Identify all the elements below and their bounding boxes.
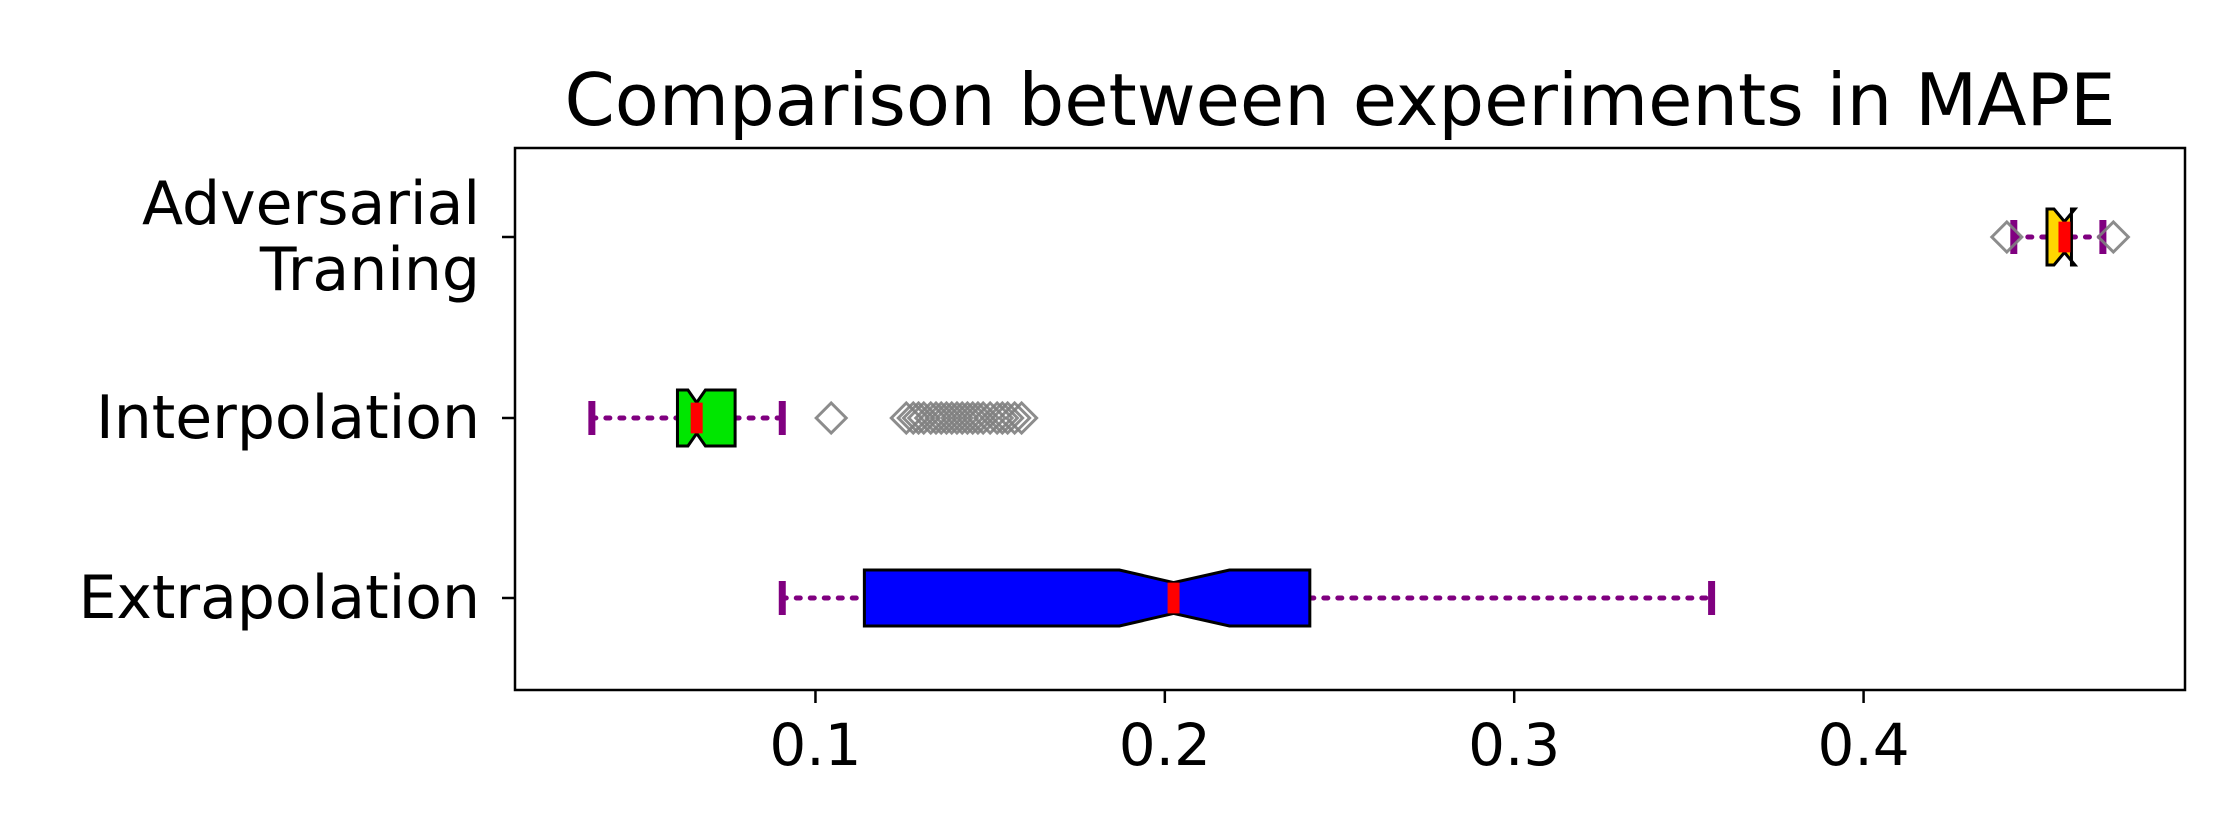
x-tick-label: 0.1 [769, 711, 861, 779]
outlier-point [990, 400, 1025, 436]
axes-frame [513, 146, 2187, 692]
box-body [675, 388, 737, 448]
y-tick-label-line: Adversarial [142, 169, 480, 239]
outlier-point [985, 400, 1020, 436]
y-tick-label-line: Interpolation [96, 383, 480, 453]
outlier-point [1004, 400, 1039, 436]
outlier-point [997, 400, 1032, 436]
outlier-point [980, 400, 1015, 436]
y-tick-label-line: Extrapolation [78, 563, 480, 633]
x-tick-label: 0.4 [1817, 711, 1909, 779]
y-tick-label: Extrapolation [78, 563, 480, 633]
y-tick-label: Interpolation [96, 383, 480, 453]
outlier-point [1989, 219, 2024, 255]
chart-title: Comparison between experiments in MAPE [565, 58, 2116, 142]
outlier-point [814, 400, 849, 436]
x-tick-label: 0.2 [1119, 711, 1211, 779]
outlier-point [939, 400, 975, 436]
box-body [862, 568, 1312, 628]
x-tick-label: 0.3 [1468, 711, 1560, 779]
y-tick-label-line: Traning [259, 235, 480, 305]
y-tick-label: Adversarial Traning [142, 169, 480, 305]
plot-area: Adversarial Traning Interpolation Extrapola… [78, 146, 2187, 779]
outlier-point [2096, 219, 2131, 255]
